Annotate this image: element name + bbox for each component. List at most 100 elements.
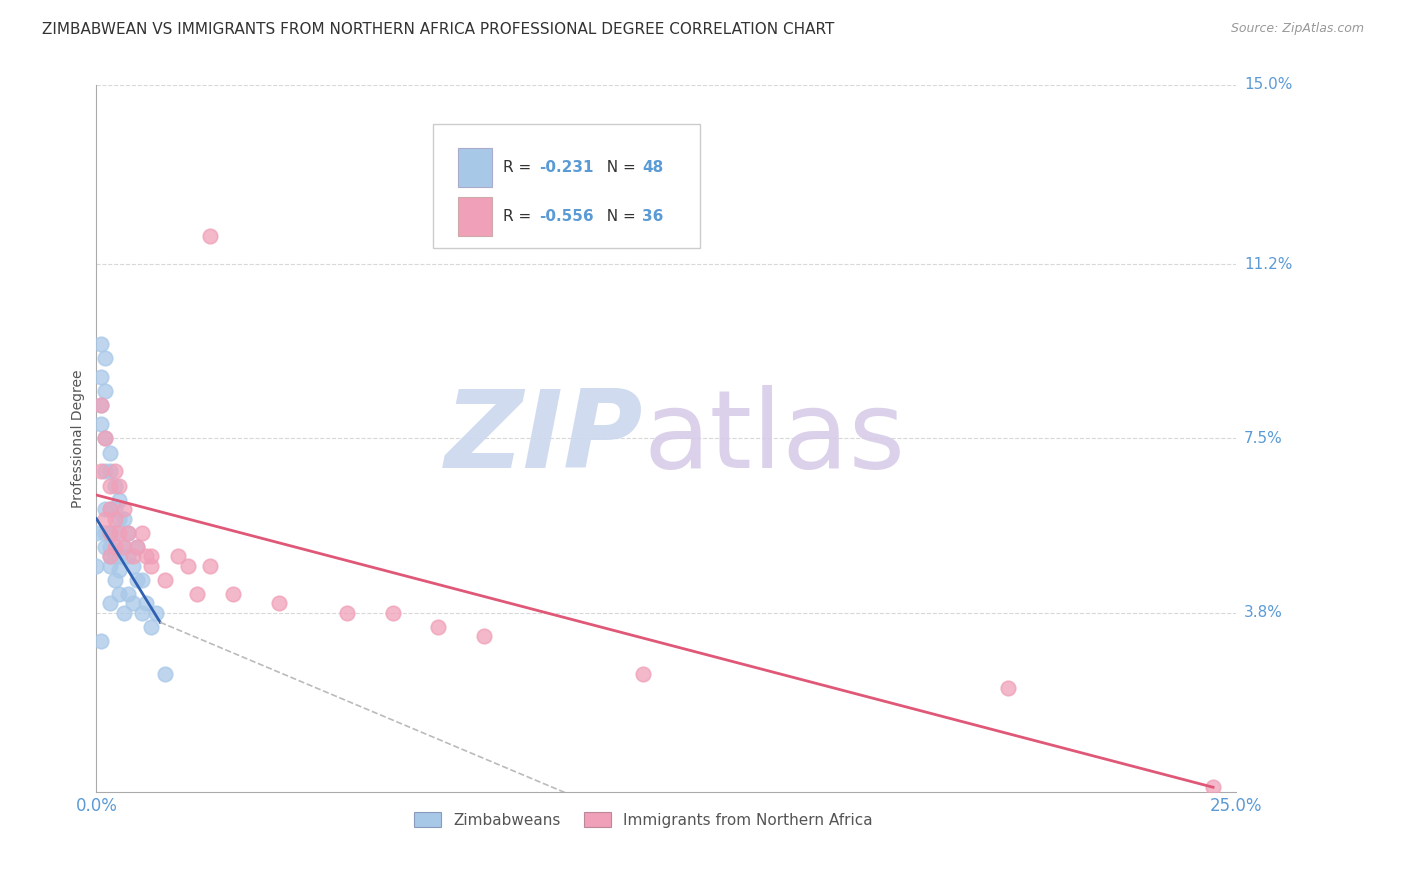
Point: [145, 606, 167, 620]
Point: [98, 465, 121, 479]
Point: [186, 587, 208, 601]
Point: [139, 549, 162, 564]
Text: ZIMBABWEAN VS IMMIGRANTS FROM NORTHERN AFRICA PROFESSIONAL DEGREE CORRELATION CH: ZIMBABWEAN VS IMMIGRANTS FROM NORTHERN A…: [42, 22, 835, 37]
FancyBboxPatch shape: [433, 124, 700, 248]
Point: [1202, 780, 1225, 795]
Point: [108, 549, 131, 564]
Text: 36: 36: [643, 209, 664, 224]
Point: [90, 465, 112, 479]
Text: 11.2%: 11.2%: [1244, 257, 1292, 271]
Point: [94, 351, 117, 366]
Text: N =: N =: [596, 160, 640, 175]
Point: [86, 558, 108, 573]
Point: [94, 465, 117, 479]
Point: [90, 399, 112, 413]
FancyBboxPatch shape: [457, 147, 492, 186]
Point: [200, 558, 222, 573]
Point: [153, 667, 176, 681]
Text: 3.8%: 3.8%: [1244, 606, 1284, 620]
Point: [103, 540, 125, 554]
Point: [112, 606, 135, 620]
Point: [135, 596, 157, 610]
Point: [90, 337, 112, 351]
Point: [90, 634, 112, 648]
Point: [139, 558, 162, 573]
Point: [200, 228, 222, 243]
Point: [108, 587, 131, 601]
Text: 15.0%: 15.0%: [1244, 78, 1292, 93]
Point: [103, 549, 125, 564]
Point: [112, 540, 135, 554]
Point: [98, 525, 121, 540]
Point: [336, 606, 359, 620]
Text: R =: R =: [503, 160, 536, 175]
Legend: Zimbabweans, Immigrants from Northern Africa: Zimbabweans, Immigrants from Northern Af…: [408, 805, 879, 834]
Point: [94, 511, 117, 525]
Point: [997, 681, 1019, 696]
Point: [94, 432, 117, 446]
Point: [94, 540, 117, 554]
Point: [117, 525, 139, 540]
Point: [167, 549, 190, 564]
Point: [131, 606, 153, 620]
Point: [98, 502, 121, 516]
Point: [127, 540, 149, 554]
Point: [98, 502, 121, 516]
Text: atlas: atlas: [644, 385, 905, 491]
Point: [103, 465, 125, 479]
Point: [108, 525, 131, 540]
Point: [139, 620, 162, 634]
Point: [117, 549, 139, 564]
Point: [90, 417, 112, 432]
Point: [90, 370, 112, 384]
Point: [98, 596, 121, 610]
Point: [127, 540, 149, 554]
Point: [94, 525, 117, 540]
Text: 7.5%: 7.5%: [1244, 431, 1282, 446]
Point: [98, 549, 121, 564]
Point: [98, 445, 121, 459]
Point: [86, 525, 108, 540]
Point: [108, 563, 131, 577]
Point: [267, 596, 290, 610]
Text: -0.231: -0.231: [540, 160, 595, 175]
Y-axis label: Professional Degree: Professional Degree: [72, 369, 86, 508]
Point: [121, 596, 143, 610]
Point: [90, 399, 112, 413]
Point: [472, 629, 495, 643]
Point: [381, 606, 404, 620]
Point: [98, 540, 121, 554]
Point: [94, 502, 117, 516]
Point: [112, 540, 135, 554]
Text: ZIP: ZIP: [444, 385, 644, 491]
Point: [98, 478, 121, 492]
Text: N =: N =: [596, 209, 640, 224]
Point: [222, 587, 245, 601]
Point: [153, 573, 176, 587]
FancyBboxPatch shape: [457, 197, 492, 235]
Point: [98, 549, 121, 564]
Point: [103, 573, 125, 587]
Point: [98, 558, 121, 573]
Point: [117, 525, 139, 540]
Point: [427, 620, 450, 634]
Point: [121, 558, 143, 573]
Point: [633, 667, 655, 681]
Point: [98, 525, 121, 540]
Point: [108, 511, 131, 525]
Point: [94, 384, 117, 399]
Point: [108, 478, 131, 492]
Point: [135, 549, 157, 564]
Point: [176, 558, 198, 573]
Text: Source: ZipAtlas.com: Source: ZipAtlas.com: [1230, 22, 1364, 36]
Point: [94, 432, 117, 446]
Text: R =: R =: [503, 209, 536, 224]
Point: [112, 502, 135, 516]
Point: [103, 478, 125, 492]
Text: -0.556: -0.556: [540, 209, 595, 224]
Point: [108, 492, 131, 507]
Point: [131, 525, 153, 540]
Point: [103, 511, 125, 525]
Point: [112, 511, 135, 525]
Point: [103, 525, 125, 540]
